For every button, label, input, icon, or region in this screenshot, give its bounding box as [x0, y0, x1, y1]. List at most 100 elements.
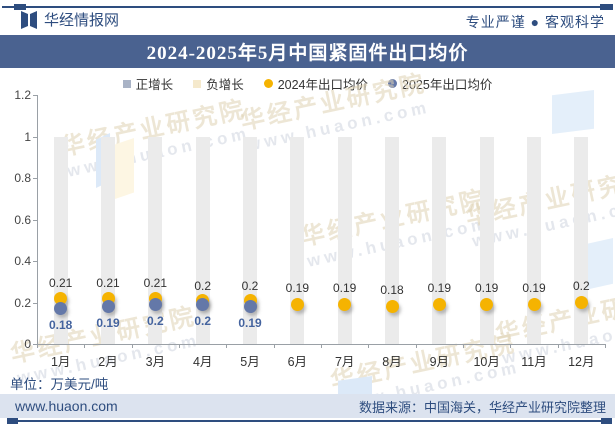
x-tick-4: [226, 344, 228, 348]
chart-legend: 正增长 负增长 2024年出口均价 2025年出口均价: [0, 74, 615, 93]
x-label-6月: 6月: [287, 355, 308, 369]
point-2024-1月: [54, 291, 68, 305]
x-tick-6: [321, 344, 322, 348]
x-tick-12: [605, 344, 606, 348]
x-label-11月: 11月: [521, 355, 547, 369]
legend-marker-1: [193, 79, 202, 88]
value-2025-2月: 0.19: [96, 315, 120, 330]
point-2024-11月: [527, 298, 541, 312]
point-2025-5月: [243, 300, 257, 314]
value-2024-8月: 0.18: [380, 282, 404, 297]
value-2025-1月: 0.18: [48, 317, 73, 332]
value-2024-10月: 0.19: [474, 280, 499, 295]
bottom-rule-accent-right: [601, 418, 612, 424]
bottom-rule-accent-left: [7, 418, 18, 424]
x-label-8月: 8月: [382, 355, 402, 369]
point-2025-2月: [101, 300, 115, 314]
brand-name: 华经情报网: [44, 12, 120, 29]
x-label-5月: 5月: [240, 355, 260, 369]
point-2025-1月: [54, 302, 68, 316]
watermark-shape-1: [112, 138, 134, 200]
legend-item-0[interactable]: 正增长: [122, 74, 174, 93]
point-2024-8月: [385, 300, 399, 314]
x-label-3月: 3月: [145, 355, 166, 369]
data-source: 数据来源：中国海关，华经产业研究院整理: [358, 399, 606, 415]
header-slogan: 专业严谨 ● 客观科学: [465, 14, 605, 30]
y-tick-1: [33, 302, 37, 304]
x-tick-11: [557, 344, 559, 348]
legend-label-1: 负增长: [206, 78, 244, 92]
watermark-line1: 华经产业研究院: [238, 69, 429, 136]
legend-item-2[interactable]: 2024年出口均价: [263, 74, 369, 93]
point-2025-3月: [148, 298, 162, 311]
x-tick-5: [273, 344, 275, 348]
x-label-9月: 9月: [429, 355, 450, 369]
x-label-7月: 7月: [334, 355, 355, 369]
page-title: 2024-2025年5月中国紧固件出口均价: [146, 43, 469, 64]
y-tick-5: [33, 136, 37, 138]
bar-8月: [385, 136, 399, 344]
header: 华经情报网 专业严谨 ● 客观科学: [0, 9, 615, 33]
top-rule-accent-right: [600, 4, 613, 10]
value-2025-4月: 0.2: [194, 313, 211, 328]
site-link[interactable]: www.huaon.com: [15, 398, 118, 414]
value-2025-5月: 0.19: [238, 315, 262, 330]
bar-7月: [337, 136, 352, 344]
y-tick-label-0: 0: [24, 337, 31, 351]
title-bar: 2024-2025年5月中国紧固件出口均价: [0, 35, 615, 68]
x-label-10月: 10月: [473, 355, 500, 369]
x-tick-2: [131, 344, 133, 348]
huajing-logo-icon: [21, 10, 37, 29]
legend-marker-3: [388, 79, 398, 88]
x-tick-8: [415, 344, 417, 348]
x-tick-3: [179, 344, 180, 348]
legend-marker-2: [263, 79, 273, 88]
point-2024-7月: [338, 298, 352, 312]
x-label-1月: 1月: [50, 355, 71, 369]
top-rule-accent-left: [14, 4, 26, 10]
value-2024-1月: 0.21: [48, 276, 73, 291]
y-tick-label-2: 0.4: [14, 254, 31, 268]
y-tick-4: [33, 178, 37, 179]
x-label-2月: 2月: [98, 355, 118, 369]
point-2024-9月: [432, 298, 446, 312]
y-tick-label-6: 1.2: [14, 88, 31, 102]
brand: 华经情报网: [20, 9, 119, 30]
bar-11月: [527, 136, 541, 344]
legend-marker-0: [122, 79, 131, 88]
y-tick-6: [33, 95, 37, 96]
bar-6月: [290, 136, 305, 344]
legend-label-0: 正增长: [135, 78, 174, 92]
x-tick-9: [463, 344, 464, 348]
legend-item-3[interactable]: 2025年出口均价: [388, 74, 492, 93]
x-tick-1: [84, 344, 86, 348]
point-2024-12月: [574, 296, 588, 309]
value-2024-2月: 0.21: [96, 276, 120, 291]
bar-10月: [479, 136, 494, 344]
value-2024-9月: 0.19: [427, 280, 451, 295]
x-label-12月: 12月: [568, 355, 595, 369]
footer-bar: www.huaon.com 数据来源：中国海关，华经产业研究院整理: [0, 394, 615, 418]
point-2025-4月: [196, 298, 210, 311]
bar-5月: [243, 136, 257, 344]
value-2025-3月: 0.2: [146, 313, 164, 328]
value-2024-7月: 0.19: [332, 280, 357, 295]
point-2024-10月: [480, 298, 494, 312]
y-tick-3: [33, 219, 37, 221]
watermark-shape-2: [552, 90, 594, 134]
legend-label-3: 2025年出口均价: [402, 78, 493, 92]
bar-12月: [574, 136, 589, 344]
bottom-rule: [7, 420, 612, 422]
value-2024-6月: 0.19: [285, 280, 309, 295]
top-rule: [2, 6, 613, 8]
legend-item-1[interactable]: 负增长: [193, 74, 244, 93]
value-2024-4月: 0.2: [194, 278, 211, 293]
y-tick-0: [33, 344, 37, 345]
y-tick-label-1: 0.2: [14, 295, 31, 310]
legend-label-2: 2024年出口均价: [277, 78, 369, 92]
bar-4月: [195, 136, 210, 344]
x-tick-10: [510, 344, 512, 348]
x-label-4月: 4月: [192, 355, 213, 369]
